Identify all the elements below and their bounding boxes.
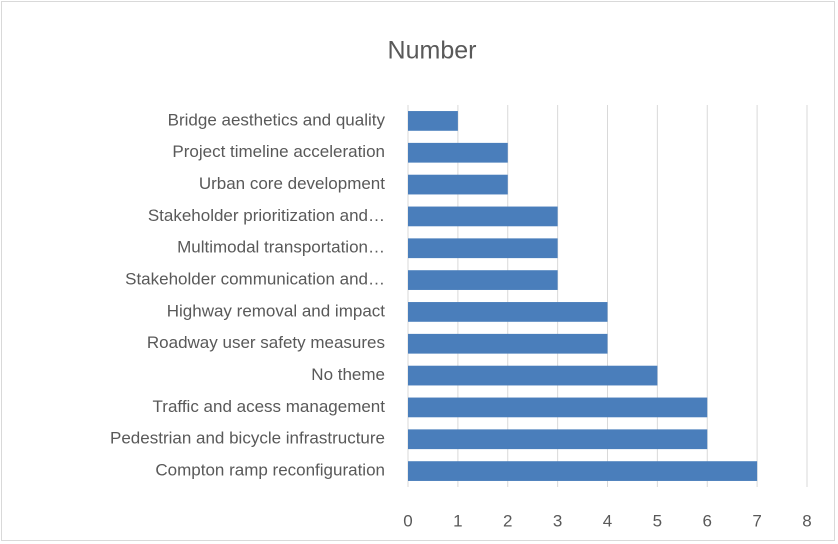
x-tick-label: 5	[653, 511, 662, 530]
bar	[408, 397, 708, 418]
y-tick-label: Stakeholder communication and…	[125, 270, 385, 289]
bar	[408, 302, 608, 322]
bar	[408, 142, 508, 163]
y-tick-label: Bridge aesthetics and quality	[168, 110, 386, 129]
y-tick-label: Traffic and acess management	[153, 397, 386, 416]
x-tick-label: 6	[703, 511, 712, 530]
y-tick-label: Compton ramp reconfiguration	[155, 461, 385, 480]
x-tick-label: 7	[752, 511, 761, 530]
x-tick-label: 0	[403, 511, 412, 530]
x-tick-label: 8	[802, 511, 811, 530]
bar	[408, 333, 608, 354]
y-tick-label: Stakeholder prioritization and…	[148, 206, 385, 225]
x-tick-label: 1	[453, 511, 462, 530]
bar	[408, 238, 558, 259]
y-tick-label: Highway removal and impact	[167, 301, 386, 320]
x-tick-label: 4	[603, 511, 612, 530]
y-tick-label: No theme	[311, 365, 385, 384]
x-tick-label: 3	[553, 511, 562, 530]
y-tick-label: Urban core development	[199, 174, 385, 193]
bar	[408, 270, 558, 290]
bar	[408, 461, 758, 481]
y-tick-label: Pedestrian and bicycle infrastructure	[110, 429, 385, 448]
y-tick-label: Project timeline acceleration	[172, 142, 385, 161]
bar	[408, 174, 508, 195]
x-tick-label: 2	[503, 511, 512, 530]
bar	[408, 206, 558, 227]
y-tick-label: Roadway user safety measures	[147, 333, 385, 352]
bar	[408, 365, 658, 386]
bar	[408, 111, 458, 131]
chart-title: Number	[388, 37, 477, 65]
bar	[408, 429, 708, 450]
y-tick-label: Multimodal transportation…	[177, 238, 385, 257]
